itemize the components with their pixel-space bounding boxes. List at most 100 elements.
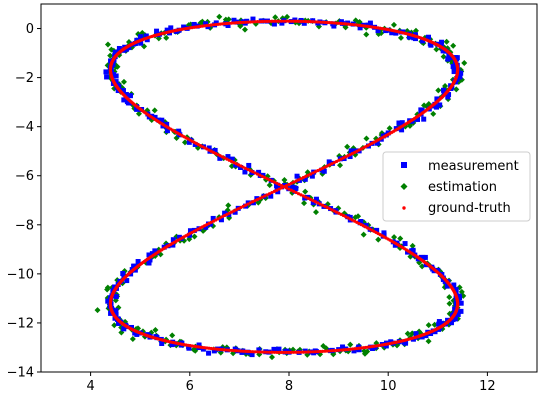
point-ground-truth (318, 202, 322, 206)
point-measurement (428, 331, 434, 337)
point-ground-truth (223, 22, 227, 26)
point-estimation (216, 13, 223, 20)
point-measurement (164, 27, 170, 33)
point-estimation (431, 321, 438, 328)
point-estimation (347, 341, 354, 348)
point-ground-truth (277, 350, 281, 354)
point-ground-truth (272, 180, 276, 184)
point-measurement (218, 217, 224, 223)
point-ground-truth (260, 174, 264, 178)
point-ground-truth (304, 350, 308, 354)
point-ground-truth (248, 20, 252, 24)
point-measurement (138, 40, 144, 46)
point-estimation (409, 242, 416, 249)
point-ground-truth (251, 20, 255, 24)
point-measurement (399, 127, 405, 133)
point-measurement (187, 232, 193, 238)
point-ground-truth (313, 200, 317, 204)
point-estimation (419, 263, 426, 270)
point-measurement (116, 45, 122, 51)
point-measurement (127, 93, 133, 99)
point-ground-truth (280, 350, 284, 354)
point-estimation (446, 300, 453, 307)
point-estimation (225, 16, 232, 23)
point-ground-truth (232, 21, 236, 25)
point-measurement (123, 91, 129, 97)
point-estimation (266, 182, 273, 189)
point-measurement (134, 106, 140, 112)
point-ground-truth (275, 188, 279, 192)
point-measurement (103, 69, 109, 75)
point-estimation (425, 322, 432, 329)
point-ground-truth (313, 20, 317, 24)
point-estimation (440, 53, 447, 60)
point-measurement (402, 241, 408, 247)
legend-box (382, 151, 531, 222)
point-ground-truth (265, 350, 269, 354)
point-measurement (389, 30, 395, 36)
point-estimation (425, 338, 432, 345)
point-measurement (213, 20, 219, 26)
point-ground-truth (294, 350, 298, 354)
point-ground-truth (251, 350, 255, 354)
point-estimation (269, 354, 276, 361)
point-measurement (375, 28, 381, 34)
point-measurement (104, 74, 110, 80)
legend-label-estimation: estimation (428, 180, 497, 195)
point-ground-truth (243, 20, 248, 24)
point-ground-truth (334, 21, 339, 25)
point-ground-truth (248, 201, 252, 205)
point-ground-truth (258, 173, 262, 177)
point-measurement (444, 283, 450, 289)
point-measurement (242, 169, 248, 175)
point-measurement (279, 20, 285, 26)
point-estimation (94, 307, 101, 314)
point-measurement (403, 339, 409, 345)
point-ground-truth (292, 19, 296, 23)
point-ground-truth (270, 179, 274, 183)
point-estimation (391, 234, 398, 241)
point-ground-truth (318, 20, 322, 24)
point-measurement (381, 230, 387, 236)
point-ground-truth (270, 19, 274, 23)
point-measurement (144, 37, 150, 43)
point-measurement (370, 345, 376, 351)
point-measurement (294, 173, 300, 179)
point-ground-truth (304, 195, 308, 199)
point-ground-truth (239, 349, 243, 353)
point-ground-truth (316, 201, 320, 205)
point-ground-truth (246, 167, 250, 172)
point-ground-truth (301, 194, 305, 198)
point-estimation (152, 326, 159, 333)
point-measurement (113, 308, 119, 314)
point-ground-truth (289, 350, 293, 354)
point-ground-truth (277, 19, 281, 23)
point-measurement (456, 293, 462, 299)
point-ground-truth (311, 20, 315, 24)
point-ground-truth (227, 21, 231, 25)
point-measurement (448, 320, 454, 326)
point-ground-truth (265, 193, 269, 197)
point-ground-truth (255, 197, 260, 202)
point-ground-truth (289, 188, 293, 192)
point-measurement (108, 58, 114, 64)
point-estimation (344, 143, 351, 150)
legend-marker-ground-truth (402, 206, 406, 210)
point-measurement (445, 56, 451, 62)
point-measurement (415, 116, 421, 122)
point-ground-truth (223, 348, 227, 352)
point-measurement (159, 117, 165, 123)
point-ground-truth (287, 187, 291, 191)
point-measurement (419, 334, 425, 340)
point-ground-truth (251, 170, 255, 174)
point-measurement (451, 282, 457, 288)
point-measurement (331, 23, 337, 29)
point-ground-truth (323, 20, 327, 24)
point-measurement (271, 21, 277, 27)
point-measurement (458, 300, 464, 306)
point-estimation (190, 346, 197, 353)
point-ground-truth (253, 20, 257, 24)
point-ground-truth (229, 21, 234, 25)
point-ground-truth (243, 349, 248, 353)
point-measurement (436, 319, 442, 325)
